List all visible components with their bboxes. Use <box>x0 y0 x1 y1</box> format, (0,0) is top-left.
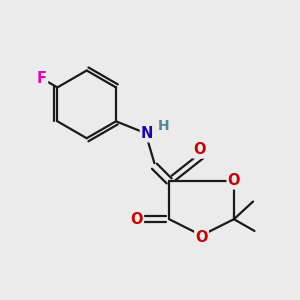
Text: O: O <box>228 173 240 188</box>
Text: N: N <box>141 126 153 141</box>
Text: O: O <box>130 212 143 227</box>
Text: F: F <box>37 71 47 86</box>
Text: O: O <box>195 230 208 245</box>
Text: O: O <box>193 142 206 158</box>
Text: H: H <box>158 119 169 134</box>
